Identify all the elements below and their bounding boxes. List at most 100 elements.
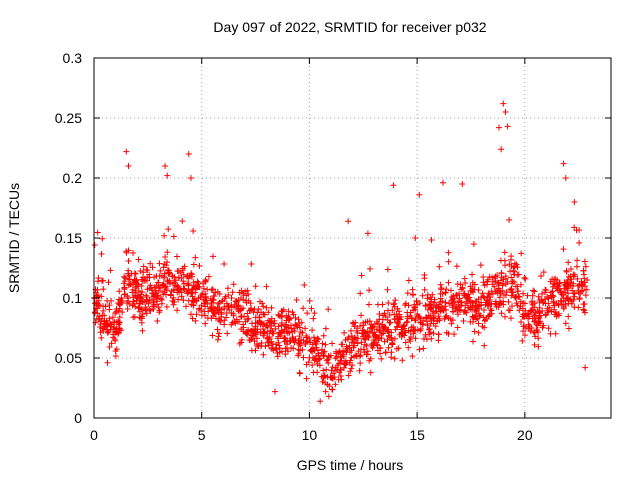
data-point [470,338,477,345]
data-point [319,340,326,347]
data-point [351,342,358,349]
data-point [442,289,449,296]
data-point [501,313,508,320]
data-point [460,318,467,325]
data-point [322,325,329,332]
data-point [154,318,161,325]
data-point [436,263,443,270]
data-point [111,319,118,326]
data-point [315,336,322,343]
data-point [381,338,388,345]
data-point [562,175,569,181]
data-point [515,293,522,300]
data-point [506,261,513,268]
data-point [284,341,291,348]
data-point [579,287,586,294]
data-point [165,226,172,233]
data-point [339,351,346,358]
data-point [95,292,102,299]
data-point [278,308,285,315]
data-point [306,354,313,361]
data-point [228,294,235,301]
data-point [99,235,106,242]
data-point [208,315,215,322]
data-point [121,273,128,280]
data-point [281,326,288,333]
data-point [562,320,569,327]
data-point [198,312,205,319]
data-point [209,286,216,293]
data-point [565,313,572,320]
data-point [321,372,328,379]
data-point [324,356,331,363]
data-point [374,301,381,308]
data-point [201,308,208,315]
data-point [466,294,473,301]
data-point [498,310,505,317]
data-point [105,279,112,286]
data-point [360,319,367,326]
data-point [533,327,540,334]
data-point [224,330,231,337]
data-point [376,316,383,323]
data-point [374,347,381,354]
data-point [537,318,544,325]
data-point [437,281,444,288]
data-point [276,342,283,349]
data-point [489,278,496,285]
y-tick-label: 0.3 [63,50,83,66]
data-point [467,306,474,313]
data-point [536,304,543,311]
data-point [410,326,417,333]
data-point [445,258,452,265]
data-point [358,330,365,337]
data-point [469,313,476,320]
data-point [195,279,202,286]
data-point [183,303,190,310]
data-point [188,270,195,277]
data-point [143,310,150,317]
data-point [171,274,178,281]
data-point [161,232,168,239]
data-point [495,300,502,307]
data-point [197,294,204,301]
data-point [515,288,522,295]
data-point [475,286,482,293]
data-point [524,292,531,299]
data-point [192,289,199,296]
data-point [475,303,482,310]
data-point [320,367,327,374]
data-point [437,299,444,305]
data-point [360,333,367,340]
data-point [179,265,186,272]
data-point [121,291,128,298]
data-point [231,303,238,310]
data-point [367,265,374,272]
data-point [320,352,327,359]
data-point [266,334,273,341]
data-point [425,312,432,319]
data-point [263,283,270,290]
data-point [139,313,146,320]
data-point [469,285,476,292]
data-point [434,317,441,324]
data-point [135,256,142,263]
data-point [341,329,348,336]
data-point [295,340,302,347]
data-point [560,246,567,253]
data-point [95,315,102,322]
data-point [463,309,470,316]
data-point [185,297,192,304]
data-point [435,337,442,344]
data-point [325,393,332,400]
data-point [116,288,123,295]
data-point [461,275,468,282]
data-point [474,315,481,322]
data-point [208,299,215,306]
data-point [481,282,488,289]
data-point [473,298,480,305]
data-point [358,272,365,279]
data-point [296,333,303,340]
y-axis-label: SRMTID / TECUs [6,183,22,293]
data-point [525,315,532,322]
